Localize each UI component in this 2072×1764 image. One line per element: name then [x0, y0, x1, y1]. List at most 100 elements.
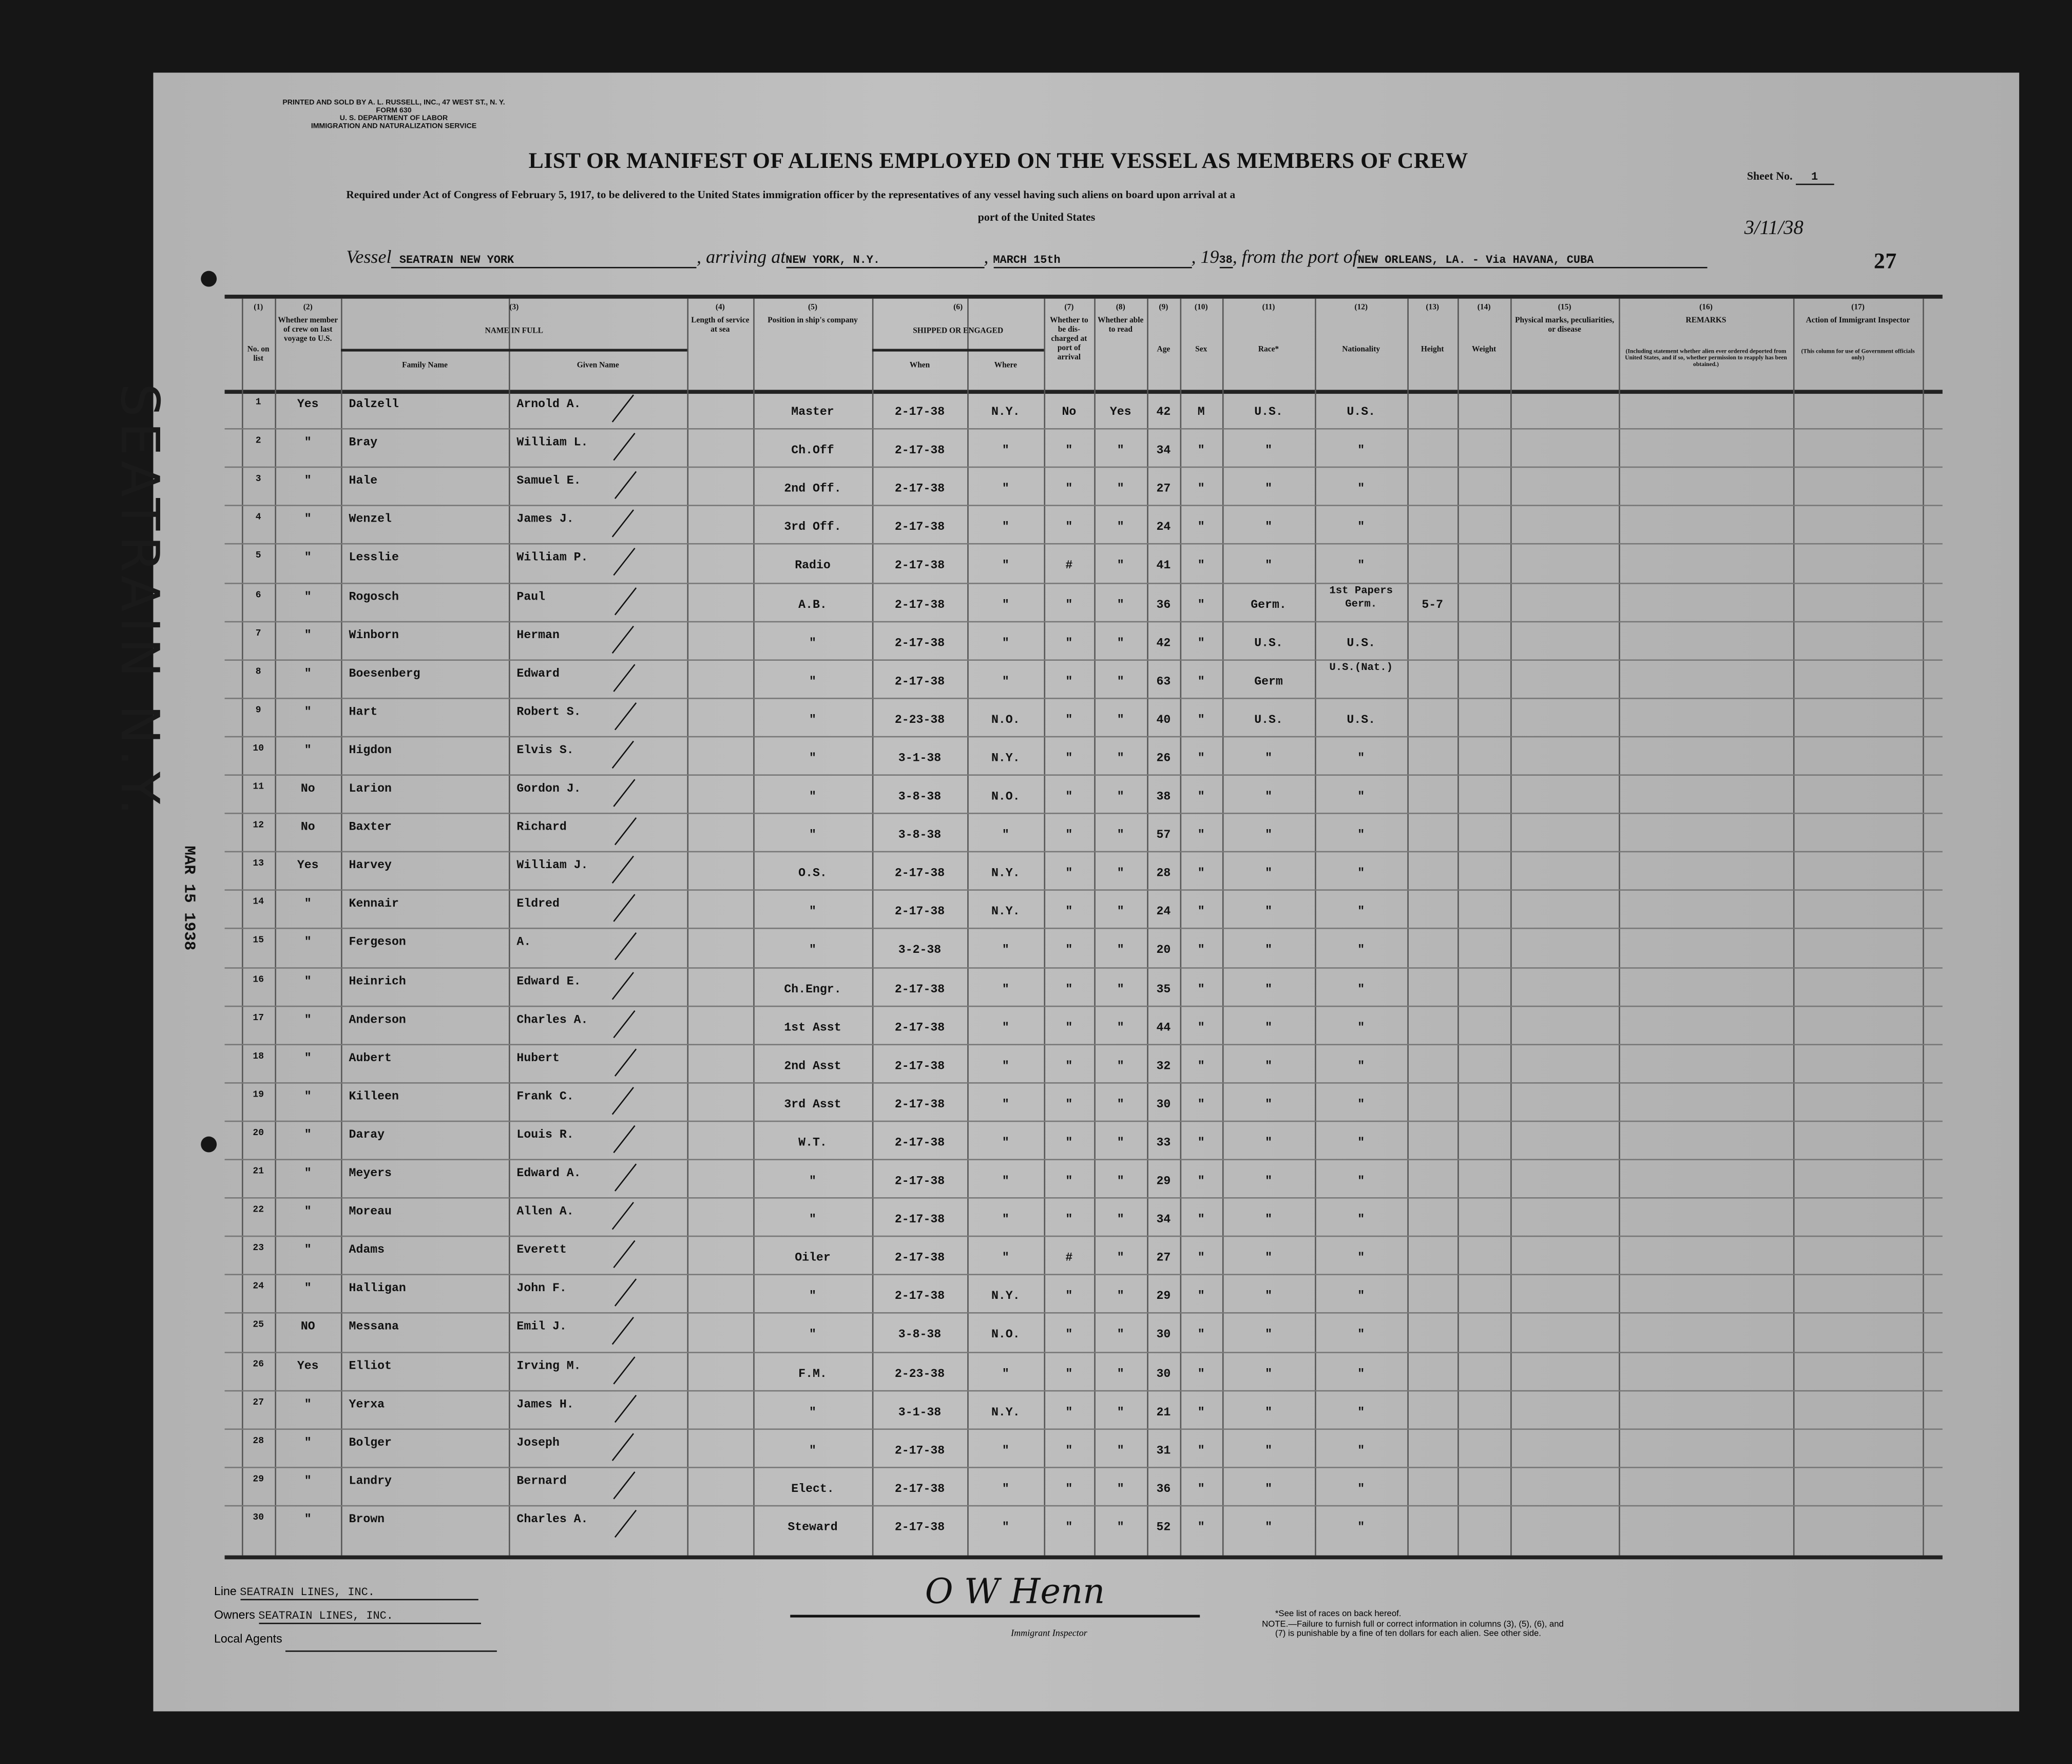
age: 35	[1156, 982, 1171, 996]
family-name: Fergeson	[349, 936, 406, 950]
sex: "	[1197, 867, 1205, 880]
race: "	[1265, 482, 1272, 496]
row-number: 13	[253, 859, 264, 870]
discharge: "	[1065, 482, 1073, 496]
discharge: "	[1065, 1059, 1073, 1073]
age: 38	[1156, 790, 1171, 803]
given-name: Hubert	[516, 1051, 560, 1065]
position: 1st Asst	[784, 1021, 841, 1034]
column-number: (14)	[1477, 304, 1491, 312]
age: 42	[1156, 406, 1171, 419]
prior-voyage: No	[300, 820, 315, 834]
arrival-date: MARCH 15th	[993, 254, 1192, 269]
prior-voyage: "	[304, 1051, 312, 1065]
sheet-number: Sheet No. 1	[1747, 169, 1834, 185]
arriving-label: , arriving at	[697, 248, 786, 269]
vessel-label: Vessel	[346, 248, 392, 269]
column-rule	[1044, 298, 1046, 1556]
family-name: Harvey	[349, 859, 392, 873]
given-name: Louis R.	[516, 1128, 574, 1142]
given-name: Irving M.	[516, 1359, 581, 1373]
position: Elect.	[791, 1482, 834, 1496]
position: Ch.Engr.	[784, 982, 841, 996]
column-number: (1)	[254, 304, 263, 312]
sex: "	[1197, 1175, 1205, 1188]
column-header: Action of Immigrant Inspector	[1806, 317, 1910, 325]
prior-voyage: "	[304, 1090, 312, 1103]
age: 30	[1156, 1328, 1171, 1342]
row-rule	[224, 1389, 1943, 1391]
sex: "	[1197, 1252, 1205, 1265]
row-rule	[224, 543, 1943, 545]
position: "	[809, 752, 816, 765]
shipped-when: 2-17-38	[894, 1290, 945, 1303]
shipped-when: 2-17-38	[894, 1059, 945, 1073]
row-number: 17	[253, 1013, 264, 1024]
shipped-where: "	[1002, 1482, 1009, 1496]
discharge: "	[1065, 867, 1073, 880]
sex: "	[1197, 636, 1205, 650]
age: 30	[1156, 1367, 1171, 1380]
column-rule	[687, 298, 689, 1556]
able-to-read: "	[1117, 1521, 1124, 1535]
given-name: Edward E.	[516, 974, 581, 988]
column-number: (7)	[1064, 304, 1074, 312]
able-to-read: "	[1117, 982, 1124, 996]
race: U.S.	[1254, 406, 1283, 419]
family-name: Brown	[349, 1512, 385, 1526]
prior-voyage: "	[304, 513, 312, 527]
age: 32	[1156, 1059, 1171, 1073]
column-header: Whether able to read	[1098, 317, 1144, 335]
nationality: "	[1357, 1328, 1365, 1342]
able-to-read: "	[1117, 1252, 1124, 1265]
shipped-when: 2-17-38	[894, 1482, 945, 1496]
shipped-when: 3-1-38	[898, 752, 942, 765]
sex: "	[1197, 1405, 1205, 1419]
race: "	[1265, 1328, 1272, 1342]
sex: "	[1197, 675, 1205, 688]
family-name: Anderson	[349, 1013, 406, 1026]
from-label: , from the port of	[1232, 248, 1358, 269]
position: 2nd Asst	[784, 1059, 841, 1073]
row-number: 10	[253, 743, 264, 755]
discharge: "	[1065, 1328, 1073, 1342]
prior-voyage: Yes	[297, 1359, 319, 1373]
form-subtitle-2: port of the United States	[977, 210, 1096, 224]
row-number: 11	[253, 782, 264, 793]
nationality: "	[1357, 1213, 1365, 1226]
race: "	[1265, 1405, 1272, 1419]
row-number: 16	[253, 974, 264, 985]
able-to-read: "	[1117, 598, 1124, 611]
able-to-read: "	[1117, 1367, 1124, 1380]
prior-voyage: "	[304, 628, 312, 642]
discharge: "	[1065, 1367, 1073, 1380]
position: "	[809, 675, 816, 688]
race: "	[1265, 1021, 1272, 1034]
column-header: No. on list	[247, 346, 270, 363]
inspector-label: Immigrant Inspector	[1011, 1628, 1087, 1639]
owners-label: Owners	[214, 1608, 255, 1622]
prior-voyage: "	[304, 1166, 312, 1180]
row-number: 20	[253, 1128, 264, 1139]
shipped-where: "	[1002, 521, 1009, 534]
able-to-read: "	[1117, 944, 1124, 957]
column-rule	[1619, 298, 1620, 1556]
column-number: (15)	[1558, 304, 1571, 312]
row-number: 15	[253, 936, 264, 947]
shipped-where: N.Y.	[991, 905, 1020, 919]
position: A.B.	[798, 598, 827, 611]
column-number: (9)	[1159, 304, 1168, 312]
row-rule	[224, 428, 1943, 430]
row-rule	[224, 1005, 1943, 1007]
row-number: 28	[253, 1436, 264, 1447]
given-name: William L.	[516, 436, 588, 450]
nationality: "	[1357, 1367, 1365, 1380]
age: 63	[1156, 675, 1171, 688]
sex: "	[1197, 559, 1205, 573]
row-number: 23	[253, 1243, 264, 1255]
sex: M	[1197, 406, 1205, 419]
age: 57	[1156, 829, 1171, 842]
shipped-when: 2-17-38	[894, 675, 945, 688]
shipped-where: N.Y.	[991, 867, 1020, 880]
